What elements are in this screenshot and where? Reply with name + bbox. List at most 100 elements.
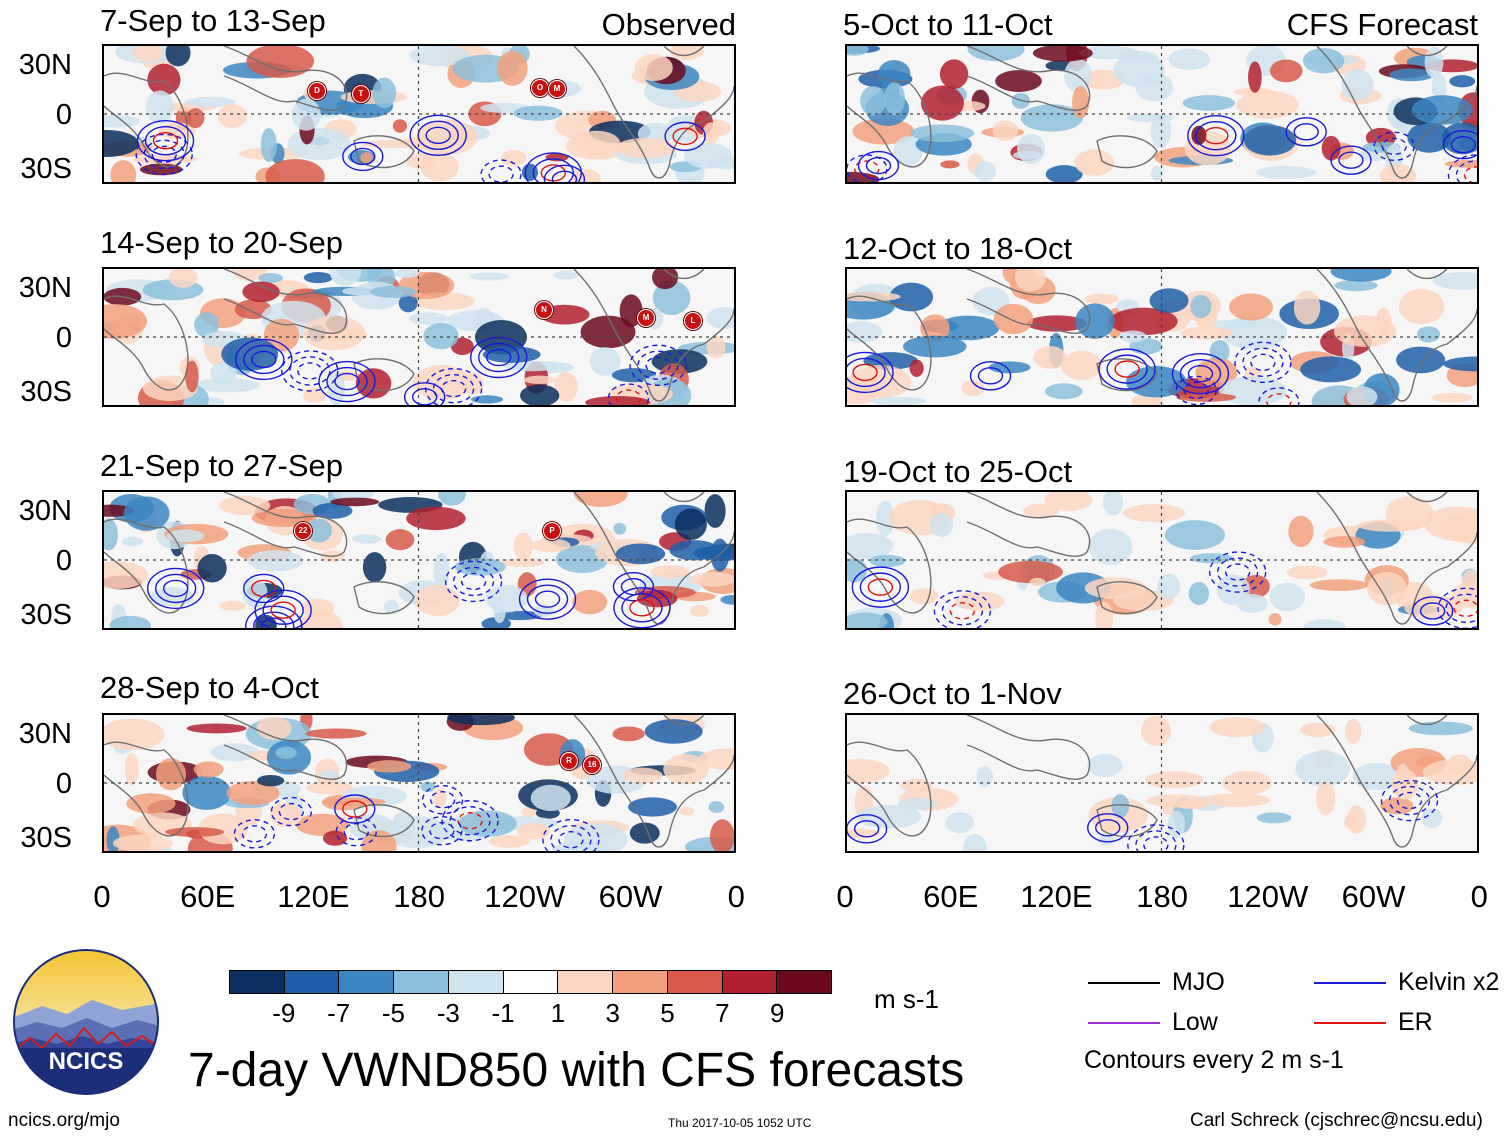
contour-line xyxy=(1293,123,1319,141)
anomaly-blob xyxy=(423,322,459,350)
contour-line xyxy=(1187,364,1214,383)
anomaly-blob xyxy=(720,594,734,605)
lon-label-2-5: 120W xyxy=(1227,879,1309,914)
contour-line xyxy=(318,360,376,403)
anomaly-blob xyxy=(521,806,536,818)
contour-line xyxy=(135,133,193,176)
anomaly-blob xyxy=(530,784,571,812)
coastline xyxy=(1406,46,1448,57)
contour-line xyxy=(262,595,304,625)
anomaly-blob xyxy=(1379,164,1417,182)
anomaly-blob xyxy=(109,615,151,628)
anomaly-blob xyxy=(1333,315,1397,347)
contour-line xyxy=(1411,596,1454,626)
contour-line xyxy=(672,127,698,146)
anomaly-blob xyxy=(488,835,530,848)
anomaly-blob xyxy=(182,775,232,810)
storm-marker-icon: N xyxy=(535,301,553,319)
anomaly-blob xyxy=(1424,506,1477,541)
colorbar-swatch xyxy=(557,971,613,993)
anomaly-blob xyxy=(482,346,541,363)
lat-label-2-2: 0 xyxy=(55,322,72,354)
contour-line xyxy=(1179,358,1222,389)
panel-title-7: 19-Oct to 25-Oct xyxy=(843,454,1073,489)
anomaly-blob xyxy=(124,752,139,786)
anomaly-blob xyxy=(303,272,333,284)
anomaly-blob xyxy=(231,269,268,281)
legend-label: MJO xyxy=(1172,968,1225,996)
coastline xyxy=(966,46,1091,111)
anomaly-blob xyxy=(370,285,416,298)
anomaly-blob xyxy=(519,384,560,405)
colorbar-swatch xyxy=(776,971,832,993)
anomaly-blob xyxy=(1111,794,1130,818)
colorbar-tick: 5 xyxy=(660,998,675,1028)
anomaly-blob xyxy=(1236,594,1269,613)
contour-line xyxy=(969,361,1012,391)
contour-line xyxy=(335,816,377,847)
anomaly-blob xyxy=(327,372,346,405)
anomaly-blob xyxy=(1109,307,1178,336)
anomaly-blob xyxy=(194,312,219,338)
contour-line xyxy=(1258,387,1300,405)
lat-label-3-3: 30S xyxy=(20,599,72,631)
anomaly-blob xyxy=(372,77,397,109)
anomaly-blob xyxy=(322,830,348,846)
contour-line xyxy=(233,819,276,849)
anomaly-blob xyxy=(1044,492,1093,512)
ncics-logo: NCICS xyxy=(12,948,160,1096)
contour-line xyxy=(1143,836,1169,851)
colorbar-swatch xyxy=(721,971,777,993)
storm-marker-icon: M xyxy=(637,309,655,327)
contour-line xyxy=(162,579,189,598)
anomaly-blob xyxy=(447,715,515,726)
anomaly-blob xyxy=(589,347,621,376)
forecast-label: CFS Forecast xyxy=(1286,7,1478,42)
coastline xyxy=(1406,269,1448,280)
anomaly-blob xyxy=(420,781,436,793)
footer-website[interactable]: ncics.org/mjo xyxy=(8,1110,120,1131)
contour-line xyxy=(852,363,878,382)
anomaly-blob xyxy=(1032,46,1093,62)
contour-line xyxy=(847,351,894,394)
legend-line-mjo xyxy=(1088,982,1160,984)
anomaly-blob xyxy=(197,554,227,583)
anomaly-blob xyxy=(1243,125,1297,156)
anomaly-blob xyxy=(1141,715,1171,746)
anomaly-blob xyxy=(362,552,387,583)
anomaly-blob xyxy=(572,589,608,615)
contour-line xyxy=(421,785,464,815)
contour-line xyxy=(421,816,463,846)
colorbar-swatch xyxy=(502,971,558,993)
colorbar-tick: -5 xyxy=(381,998,406,1028)
observed-panel-3 xyxy=(102,490,736,630)
colorbar-swatch xyxy=(612,971,667,993)
anomaly-blob xyxy=(1209,339,1230,364)
anomaly-blob xyxy=(1424,46,1444,78)
anomaly-blob xyxy=(702,122,720,144)
contour-line xyxy=(867,578,894,596)
anomaly-blob xyxy=(1075,303,1115,339)
anomaly-blob xyxy=(1421,808,1443,828)
contour-line xyxy=(289,356,331,386)
contour-line xyxy=(1114,360,1140,378)
coastline xyxy=(573,492,734,625)
contour-line xyxy=(534,590,561,608)
contour-line xyxy=(297,362,323,380)
anomaly-blob xyxy=(1321,135,1341,161)
contour-line xyxy=(154,573,197,604)
anomaly-blob xyxy=(469,272,510,281)
anomaly-blob xyxy=(1060,350,1102,381)
anomaly-blob xyxy=(218,495,271,516)
contour-line xyxy=(1224,563,1251,581)
anomaly-blob xyxy=(263,318,300,352)
storm-marker-icon: L xyxy=(684,312,702,330)
anomaly-blob xyxy=(900,778,933,793)
anomaly-blob xyxy=(287,127,351,161)
contour-line xyxy=(853,820,880,838)
anomaly-blob xyxy=(269,802,302,828)
anomaly-blob xyxy=(974,161,996,182)
anomaly-blob xyxy=(1190,553,1233,564)
contour-line xyxy=(136,120,195,162)
anomaly-blob xyxy=(1443,356,1477,372)
